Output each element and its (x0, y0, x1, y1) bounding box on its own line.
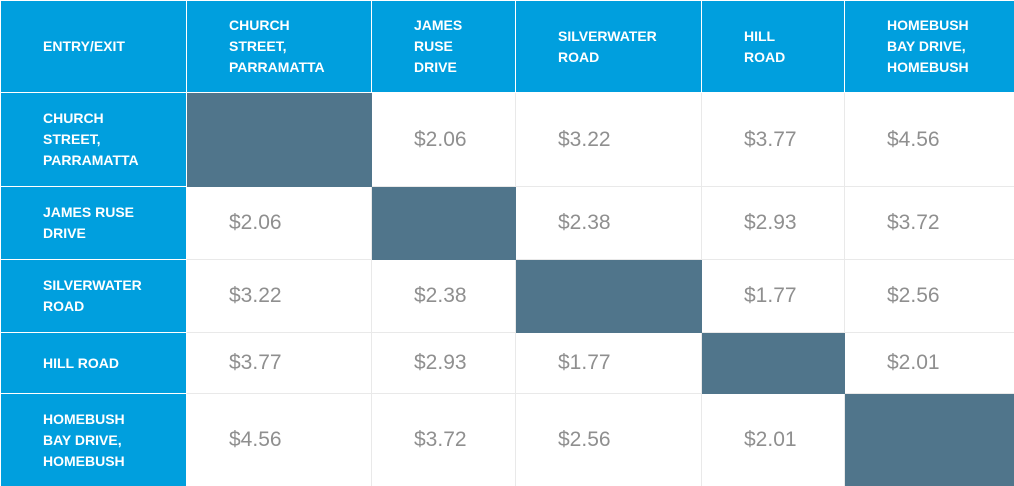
column-header: JAMES RUSE DRIVE (371, 0, 516, 93)
fare-cell: $2.01 (701, 393, 845, 486)
header-row: ENTRY/EXIT CHURCH STREET, PARRAMATTA JAM… (0, 0, 1014, 93)
diagonal-cell (515, 259, 702, 333)
fare-cell: $3.22 (186, 259, 372, 333)
fare-value: $2.93 (414, 351, 467, 374)
row-header: HOMEBUSH BAY DRIVE, HOMEBUSH (0, 393, 187, 486)
fare-cell: $4.56 (844, 92, 1014, 187)
fare-value: $3.22 (229, 284, 282, 307)
fare-value: $2.06 (229, 211, 282, 234)
corner-label: ENTRY/EXIT (43, 38, 125, 54)
fare-value: $3.22 (558, 127, 611, 151)
row-header-label: CHURCH STREET, PARRAMATTA (43, 110, 139, 168)
row-header: JAMES RUSE DRIVE (0, 186, 187, 260)
fare-value: $4.56 (229, 428, 282, 451)
fare-value: $4.56 (887, 127, 940, 151)
fare-cell: $1.77 (701, 259, 845, 333)
fare-cell: $1.77 (515, 332, 702, 394)
fare-value: $1.77 (744, 284, 797, 307)
column-header: HOMEBUSH BAY DRIVE, HOMEBUSH (844, 0, 1014, 93)
column-header-label: SILVERWATER ROAD (558, 27, 657, 65)
fare-value: $2.56 (558, 428, 611, 451)
table-row: SILVERWATER ROAD $3.22 $2.38 $1.77 $2.56 (0, 259, 1014, 333)
table-row: HOMEBUSH BAY DRIVE, HOMEBUSH $4.56 $3.72… (0, 393, 1014, 486)
column-header: HILL ROAD (701, 0, 845, 93)
table-row: CHURCH STREET, PARRAMATTA $2.06 $3.22 $3… (0, 92, 1014, 187)
column-header: SILVERWATER ROAD (515, 0, 702, 93)
fare-cell: $2.56 (844, 259, 1014, 333)
fare-cell: $2.93 (701, 186, 845, 260)
fare-value: $2.01 (887, 351, 940, 374)
fare-cell: $4.56 (186, 393, 372, 486)
row-header: SILVERWATER ROAD (0, 259, 187, 333)
row-header-label: HOMEBUSH BAY DRIVE, HOMEBUSH (43, 410, 125, 469)
diagonal-cell (186, 92, 372, 187)
fare-cell: $2.56 (515, 393, 702, 486)
fare-value: $2.06 (414, 127, 467, 151)
column-header-label: JAMES RUSE DRIVE (414, 17, 463, 75)
column-header-label: HILL ROAD (744, 27, 786, 65)
row-header-label: HILL ROAD (43, 354, 119, 371)
column-header-label: CHURCH STREET, PARRAMATTA (229, 17, 325, 75)
fare-cell: $3.72 (844, 186, 1014, 260)
fare-value: $3.72 (414, 428, 467, 451)
fare-value: $2.56 (887, 284, 940, 307)
fare-value: $2.01 (744, 428, 797, 451)
row-header-label: JAMES RUSE DRIVE (43, 204, 135, 241)
row-header: HILL ROAD (0, 332, 187, 394)
fare-value: $3.72 (887, 211, 940, 234)
column-header: CHURCH STREET, PARRAMATTA (186, 0, 372, 93)
fare-value: $3.77 (229, 351, 282, 374)
table-row: JAMES RUSE DRIVE $2.06 $2.38 $2.93 $3.72 (0, 186, 1014, 260)
fare-cell: $3.77 (701, 92, 845, 187)
fare-value: $1.77 (558, 351, 611, 374)
diagonal-cell (701, 332, 845, 394)
corner-header: ENTRY/EXIT (0, 0, 187, 93)
row-header: CHURCH STREET, PARRAMATTA (0, 92, 187, 187)
fare-cell: $2.38 (371, 259, 516, 333)
fare-cell: $2.01 (844, 332, 1014, 394)
table-row: HILL ROAD $3.77 $2.93 $1.77 $2.01 (0, 332, 1014, 394)
fare-cell: $3.72 (371, 393, 516, 486)
fare-value: $2.38 (414, 284, 467, 307)
fare-cell: $3.77 (186, 332, 372, 394)
row-header-label: SILVERWATER ROAD (43, 277, 142, 314)
fare-value: $2.93 (744, 211, 797, 234)
diagonal-cell (844, 393, 1014, 486)
diagonal-cell (371, 186, 516, 260)
fare-cell: $2.06 (371, 92, 516, 187)
fare-value: $3.77 (744, 127, 797, 151)
fare-cell: $3.22 (515, 92, 702, 187)
fare-cell: $2.38 (515, 186, 702, 260)
fare-value: $2.38 (558, 211, 611, 234)
fare-cell: $2.93 (371, 332, 516, 394)
column-header-label: HOMEBUSH BAY DRIVE, HOMEBUSH (887, 17, 969, 75)
fare-cell: $2.06 (186, 186, 372, 260)
